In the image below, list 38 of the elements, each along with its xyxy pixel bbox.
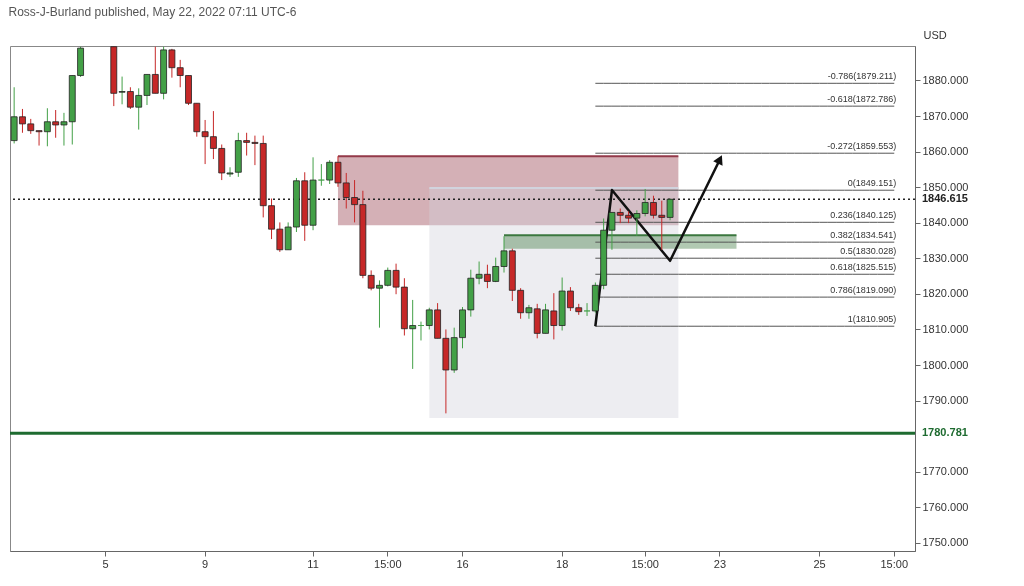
series-label: 0.236(1840.125) <box>830 210 897 221</box>
chart-title: Ross-J-Burland published, May 22, 2022 07:11 UTC-6 <box>8 5 297 19</box>
y-tick-label: 1880.000 <box>922 74 969 86</box>
ref-line-label: 1846.615 <box>922 192 968 205</box>
series-label: 1(1810.905) <box>847 314 897 325</box>
x-tick-label: 15:00 <box>880 557 909 570</box>
x-tick-label: 25 <box>813 557 826 570</box>
y-tick-label: 1830.000 <box>922 251 969 264</box>
series-label: 0.618(1825.515) <box>830 262 897 273</box>
x-tick-label: 5 <box>102 557 109 570</box>
x-tick-label: 11 <box>307 557 319 570</box>
y-axis-title: USD <box>923 28 947 41</box>
x-tick-label: 9 <box>202 557 209 570</box>
x-tick-label: 18 <box>556 557 569 570</box>
ref-line-label: 1780.781 <box>922 426 968 439</box>
y-tick-label: 1800.000 <box>922 358 969 371</box>
series-label: 0.5(1830.028) <box>840 246 897 257</box>
x-tick-label: 23 <box>713 557 727 570</box>
series-label: 0(1849.151) <box>847 178 897 189</box>
series-label: -0.786(1879.211) <box>827 71 897 82</box>
y-tick-label: 1850.000 <box>922 180 969 193</box>
y-tick-label: 1750.000 <box>922 536 969 549</box>
series-label: -0.618(1872.786) <box>827 94 897 105</box>
y-tick-label: 1760.000 <box>922 500 969 513</box>
x-tick-label: 15:00 <box>631 557 659 570</box>
y-tick-label: 1860.000 <box>922 145 969 158</box>
y-tick-label: 1810.000 <box>922 322 969 335</box>
y-tick-label: 1820.000 <box>922 287 969 300</box>
y-tick-label: 1840.000 <box>922 216 969 229</box>
x-tick-label: 16 <box>456 557 469 570</box>
y-tick-label: 1870.000 <box>922 109 969 122</box>
series-label: 0.382(1834.541) <box>830 230 897 241</box>
y-tick-label: 1790.000 <box>922 394 969 407</box>
candlestick <box>583 302 591 317</box>
x-tick-label: 15:00 <box>374 557 402 570</box>
y-tick-label: 1770.000 <box>922 465 969 478</box>
series-label: 0.786(1819.090) <box>830 285 897 296</box>
series-label: -0.272(1859.553) <box>827 141 897 152</box>
